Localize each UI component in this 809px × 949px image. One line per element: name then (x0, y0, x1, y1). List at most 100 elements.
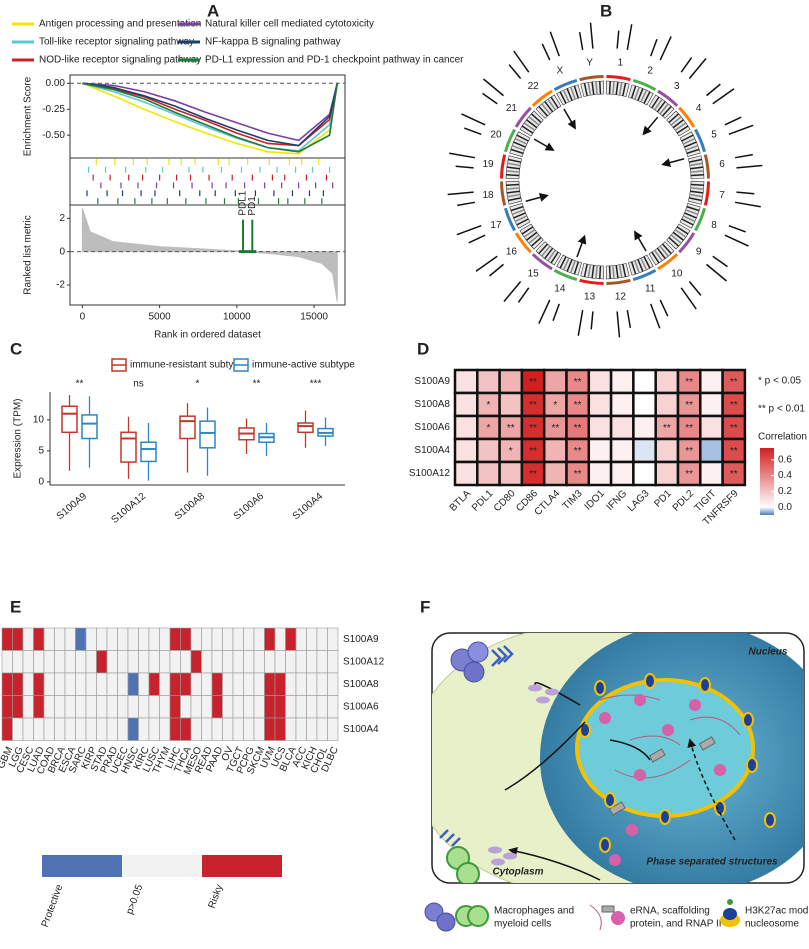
track-spike (577, 309, 584, 336)
cell (264, 650, 276, 674)
cell-label: ** (551, 423, 559, 434)
band (651, 96, 660, 109)
cell (498, 460, 524, 487)
track-spike (734, 201, 761, 208)
dashed-arrow (687, 738, 736, 841)
cell (587, 368, 613, 395)
cell (274, 717, 286, 741)
band (676, 125, 689, 134)
cell (190, 627, 202, 651)
chromosome-ring (694, 207, 707, 232)
cell (222, 650, 234, 674)
track-spike (552, 303, 560, 321)
cell (201, 627, 213, 651)
cell (117, 627, 129, 651)
cell (159, 650, 171, 674)
track-spike (589, 22, 594, 49)
y-tick-label: -0.25 (42, 104, 65, 115)
column-label: CD80 (492, 488, 518, 514)
chromosome-ring (606, 75, 631, 82)
cell (64, 650, 76, 674)
track-spike (728, 124, 754, 135)
cell (609, 368, 635, 395)
chromosome-ring (500, 181, 507, 206)
cell (542, 368, 568, 395)
band (511, 209, 525, 215)
cell (180, 650, 192, 674)
cell (432, 633, 804, 883)
cell (12, 627, 24, 651)
band (507, 193, 521, 198)
diagram: F Nucleus Cytoplasm Phase separated stru… (420, 597, 809, 932)
cell (96, 695, 108, 719)
track-spike (736, 164, 763, 169)
cell (211, 627, 223, 651)
cell-label: ** (529, 446, 537, 457)
x-tick-label: 0 (80, 312, 86, 323)
band (599, 81, 602, 95)
band (659, 103, 669, 115)
cell (54, 650, 66, 674)
band (538, 105, 549, 117)
band (583, 263, 588, 278)
cell (542, 460, 568, 487)
cell (295, 650, 307, 674)
band (682, 215, 696, 223)
band (684, 141, 697, 148)
cell (699, 437, 724, 464)
band (630, 261, 637, 275)
band (612, 265, 615, 279)
x-tick-label: S100A8 (173, 491, 208, 523)
cell (306, 672, 318, 696)
band (656, 101, 666, 113)
band (513, 212, 526, 219)
chromosome-label: 22 (528, 81, 540, 92)
chromosome-label: 7 (719, 190, 725, 201)
cell (587, 460, 613, 487)
panel-letter: A (207, 1, 219, 20)
erna (599, 694, 741, 779)
cell (699, 414, 724, 441)
chromosome-label: 11 (645, 284, 656, 295)
cell (169, 717, 181, 741)
link-arrow (525, 193, 549, 202)
note: * p < 0.05 (758, 376, 802, 387)
cell (264, 695, 276, 719)
cell (106, 627, 118, 651)
cell (201, 650, 213, 674)
chromosome-ring (500, 154, 507, 179)
cell (274, 627, 286, 651)
track-spike (475, 255, 498, 272)
cell (232, 627, 244, 651)
track-spike (590, 311, 594, 330)
row-label: S100A12 (409, 468, 451, 479)
cell (85, 650, 97, 674)
band (566, 88, 573, 101)
cell (327, 627, 339, 651)
cell (453, 437, 479, 464)
cell (148, 695, 160, 719)
band (668, 113, 680, 124)
axis-title: Rank in ordered dataset (154, 330, 261, 341)
cell (285, 627, 297, 651)
band (562, 257, 570, 271)
x-tick-label: S100A9 (55, 491, 90, 523)
box (140, 441, 157, 463)
track-spike (578, 32, 584, 51)
cell (632, 391, 657, 418)
cell (243, 695, 255, 719)
track-spike (688, 58, 707, 79)
band (570, 260, 576, 274)
cell (476, 460, 501, 487)
cell (222, 627, 234, 651)
track-spike (724, 116, 742, 126)
cell-label: * (509, 446, 513, 457)
colorbar-label: 0.4 (778, 470, 792, 481)
cell (96, 627, 108, 651)
panel-letter: C (10, 339, 22, 358)
cell (180, 717, 192, 741)
chromosome-ring (632, 78, 657, 91)
chromosome-label: 16 (506, 246, 518, 257)
band (550, 251, 559, 264)
